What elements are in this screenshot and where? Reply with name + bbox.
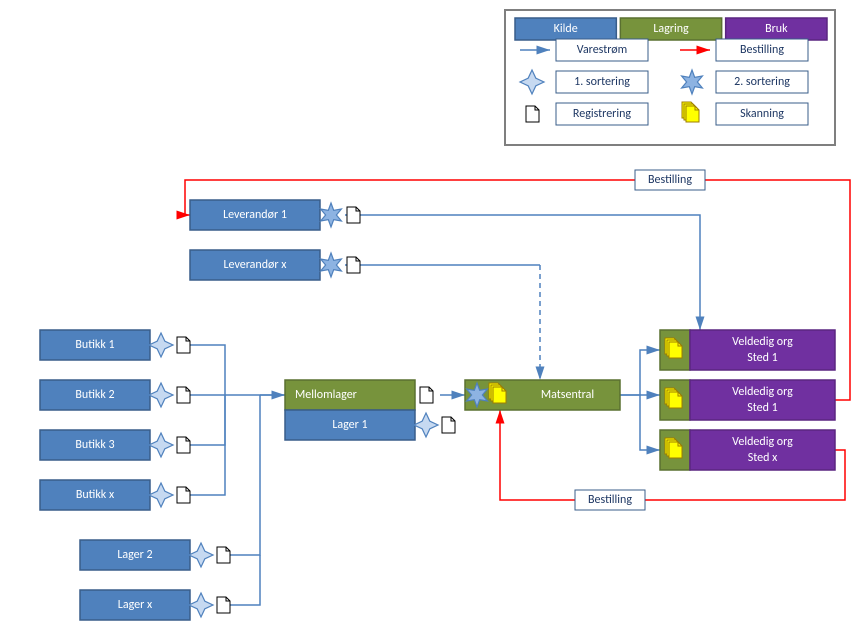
svg-text:Veldedig org: Veldedig org	[732, 335, 793, 349]
svg-text:Bestilling: Bestilling	[740, 43, 784, 57]
svg-text:Bestilling: Bestilling	[648, 173, 692, 187]
svg-text:Skanning: Skanning	[740, 107, 784, 121]
svg-text:Lagring: Lagring	[653, 22, 689, 36]
svg-text:Bestilling: Bestilling	[588, 493, 632, 507]
svg-text:Butikk 3: Butikk 3	[75, 438, 114, 452]
svg-text:1. sortering: 1. sortering	[574, 75, 630, 89]
svg-text:Butikk x: Butikk x	[76, 488, 115, 502]
svg-text:Lager 1: Lager 1	[332, 418, 367, 432]
svg-text:Registrering: Registrering	[573, 107, 631, 121]
svg-text:Lager 2: Lager 2	[117, 548, 152, 562]
svg-text:Sted x: Sted x	[748, 451, 778, 465]
svg-text:Leverandør 1: Leverandør 1	[223, 208, 287, 222]
svg-text:Veldedig org: Veldedig org	[732, 435, 793, 449]
svg-text:Sted 1: Sted 1	[747, 401, 777, 415]
svg-text:Lager x: Lager x	[118, 598, 153, 612]
svg-text:Bruk: Bruk	[765, 22, 788, 36]
svg-text:Veldedig org: Veldedig org	[732, 385, 793, 399]
svg-text:Kilde: Kilde	[554, 22, 578, 36]
svg-text:2. sortering: 2. sortering	[734, 75, 790, 89]
svg-text:Butikk 2: Butikk 2	[75, 388, 114, 402]
svg-text:Butikk 1: Butikk 1	[75, 338, 114, 352]
svg-text:Sted 1: Sted 1	[747, 351, 777, 365]
svg-text:Matsentral: Matsentral	[541, 388, 594, 402]
svg-text:Varestrøm: Varestrøm	[577, 43, 627, 57]
svg-text:Leverandør x: Leverandør x	[224, 258, 288, 272]
svg-text:Mellomlager: Mellomlager	[295, 388, 357, 402]
